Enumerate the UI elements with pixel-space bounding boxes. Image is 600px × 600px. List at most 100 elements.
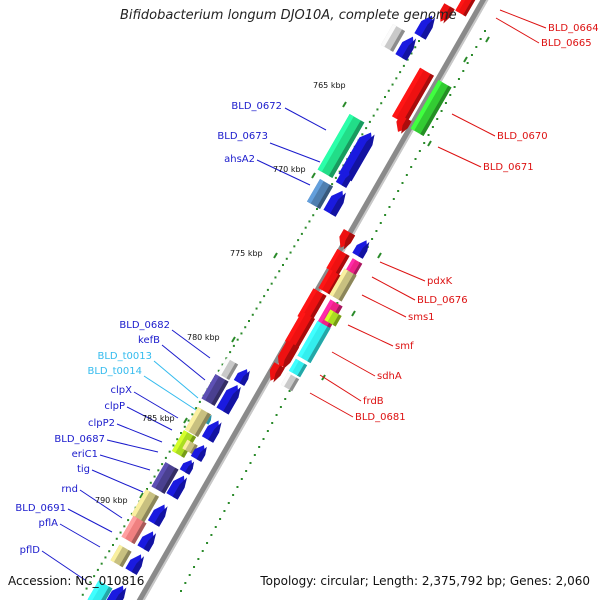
outer-dot xyxy=(210,534,213,536)
gene-label: BLD_0676 xyxy=(417,295,468,306)
inner-dot xyxy=(274,276,277,279)
outer-dot xyxy=(431,126,434,128)
gene-bar-shadow xyxy=(420,85,452,136)
gene-bar-shadow xyxy=(190,444,198,455)
inner-dot xyxy=(168,450,171,453)
gene-label: BLD_0670 xyxy=(497,131,548,142)
gene-bar-shadow xyxy=(131,521,147,545)
gene-arrow xyxy=(104,585,127,600)
gene-bar-body xyxy=(185,406,211,438)
scale-label: 780 kbp xyxy=(187,333,220,342)
gene-bar-shadow xyxy=(352,262,363,276)
gene-arrow-shadow xyxy=(196,446,207,462)
outer-dot xyxy=(201,550,204,552)
gene-arrow-shadow xyxy=(143,533,157,552)
outer-dot xyxy=(410,166,413,168)
gene-label: sdhA xyxy=(377,371,402,382)
gene-bar-body xyxy=(455,0,477,17)
gene-bar-body xyxy=(121,515,147,545)
gene-bar xyxy=(87,580,113,600)
gene-label: BLD_0682 xyxy=(119,320,170,331)
gene-bar-shadow xyxy=(119,549,132,568)
outer-dot xyxy=(392,198,395,200)
inner-dot xyxy=(81,593,84,596)
gene-bar-shadow xyxy=(297,363,308,378)
gene-bar-shadow xyxy=(161,467,179,494)
inner-dot xyxy=(157,469,160,472)
leader-line xyxy=(319,374,362,402)
gene-bar-shine xyxy=(288,358,300,373)
gene-arrow-shadow xyxy=(420,17,436,40)
outer-dot xyxy=(240,478,243,480)
gene-arrow-shadow xyxy=(239,370,250,386)
outer-dot xyxy=(197,558,200,560)
gene-bar-shadow xyxy=(463,0,477,17)
gene-bar-body xyxy=(317,114,365,178)
outer-dot xyxy=(475,46,478,48)
gene-bar-shadow xyxy=(307,294,327,324)
inner-dot xyxy=(176,438,179,441)
inner-dot xyxy=(115,537,118,540)
label-leader-lines xyxy=(41,9,547,581)
gene-label: BLD_t0014 xyxy=(87,366,142,377)
gene-bar-shadow xyxy=(289,377,300,392)
outer-dot xyxy=(253,454,256,456)
gene-bar-shine xyxy=(307,178,324,204)
gene-arrow xyxy=(137,531,157,552)
leader-line xyxy=(116,423,163,443)
gene-bar-shine xyxy=(131,489,150,518)
gene-bar-shadow xyxy=(211,379,229,406)
gene-arrow-shadow xyxy=(358,241,370,259)
gene-arrow-shadow xyxy=(401,118,412,134)
inner-dot xyxy=(251,313,254,316)
inner-dot xyxy=(240,332,243,335)
gene-arrow-shadow xyxy=(273,365,285,383)
gene-bar-body xyxy=(110,544,132,568)
gene-bar-body xyxy=(87,580,113,600)
gene-bar xyxy=(307,178,333,210)
gene-arrow xyxy=(216,385,241,415)
kbp-tick-marks xyxy=(139,36,490,499)
leader-line xyxy=(161,344,206,381)
outer-dot xyxy=(453,86,456,88)
gene-arrow-shadow xyxy=(208,422,222,443)
tick-mark xyxy=(485,36,490,43)
inner-dot xyxy=(414,46,417,49)
leader-line xyxy=(451,113,496,137)
gene-bar-shadow xyxy=(402,73,434,125)
leader-line xyxy=(379,261,426,282)
gene-bar-shadow xyxy=(335,254,350,276)
gene-bar-shine xyxy=(392,67,424,119)
gene-bar xyxy=(151,462,179,494)
outer-dot xyxy=(423,142,426,144)
gene-arrow-body xyxy=(216,385,239,415)
gene-arrow xyxy=(439,3,455,24)
scale-labels: 765 kbp 770 kbp 775 kbp 780 kbp 785 kbp 790 k… xyxy=(95,81,346,505)
inner-dot xyxy=(244,326,247,329)
inner-dot xyxy=(149,481,152,484)
outer-dot xyxy=(462,70,465,72)
inner-dot xyxy=(270,282,273,285)
gene-bar-shine xyxy=(171,430,188,453)
gene-arrow xyxy=(395,36,417,61)
gene-arrow-shadow xyxy=(204,414,212,425)
gene-bar-shine xyxy=(297,320,322,358)
outer-dot xyxy=(275,414,278,416)
gene-label: BLD_t0013 xyxy=(97,351,152,362)
outer-dot xyxy=(384,214,387,216)
inner-dot xyxy=(89,581,92,584)
outer-dot xyxy=(271,422,274,424)
gene-bar-body xyxy=(380,24,406,52)
outer-dot xyxy=(184,582,187,584)
gene-bar xyxy=(110,544,132,568)
gene-bar xyxy=(410,80,452,136)
gene-bar-shine xyxy=(318,268,333,290)
inner-dot xyxy=(308,220,311,223)
gene-bar xyxy=(217,357,239,381)
leader-line xyxy=(126,406,173,431)
gene-arrow xyxy=(352,240,370,259)
gene-label: sms1 xyxy=(408,312,435,323)
inner-dot xyxy=(380,102,383,105)
gene-label: BLD_0681 xyxy=(355,412,406,423)
inner-dot xyxy=(248,320,250,322)
